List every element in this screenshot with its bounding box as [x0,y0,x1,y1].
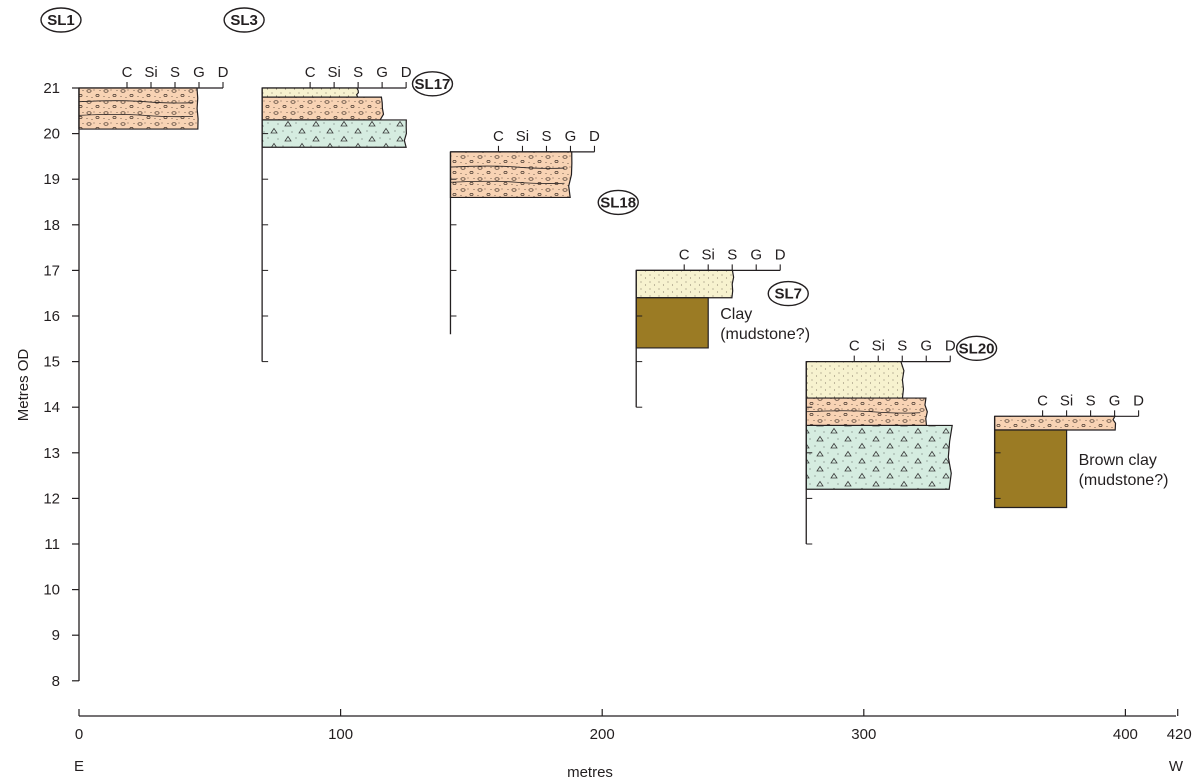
lamination-line [450,180,565,184]
y-axis-title: Metres OD [15,349,32,422]
borehole-note: (mudstone?) [1079,472,1169,489]
borehole-note: (mudstone?) [720,326,810,343]
borehole-label-oval [597,189,639,216]
unit-gravelly-sand [261,96,385,121]
borehole-sl3: SL3 C Si S G D [223,7,412,363]
x-tick-label: 0 [75,726,83,743]
y-tick-label: 8 [52,673,60,690]
borehole-label: SL1 [47,12,75,29]
y-tick-label: 17 [43,262,60,279]
unit-diamicton [261,119,407,148]
borehole-sl7: SL7 C Si S G D [767,280,956,545]
borehole-label: SL7 [774,286,802,303]
grain-scale-label: G [1109,392,1121,409]
unit-gravelly-sand [449,151,573,199]
y-tick-label: 20 [43,126,60,143]
x-axis-west-label: W [1169,758,1184,775]
lamination-line [806,410,921,414]
grain-scale-label: G [750,246,762,263]
grain-scale-label: S [353,64,363,81]
grain-scale-label: S [541,128,551,145]
x-tick-label: 420 [1167,726,1192,743]
borehole-label-oval [40,7,82,33]
x-axis-title: metres [567,764,613,781]
unit-gravelly-sand [994,415,1117,431]
y-tick-label: 15 [43,354,60,371]
y-tick-label: 10 [43,582,60,599]
grain-scale-label: S [170,64,180,81]
unit-diamicton [805,424,953,490]
x-tick-label: 300 [851,726,876,743]
y-tick-label: 9 [52,627,60,644]
borehole-sl17: SL17 C Si S G D [411,71,600,335]
borehole-sl1: SL1 C Si S G D [40,7,229,130]
x-tick-label: 400 [1113,726,1138,743]
lamination-line [450,165,565,169]
grain-scale-label: D [775,246,786,263]
unit-sand [635,269,735,299]
y-tick-label: 19 [43,171,60,188]
borehole-label-oval [767,280,809,307]
unit-clay [635,297,709,349]
borehole-label-oval [223,7,265,33]
unit-sand [805,361,905,399]
unit-sand [261,87,360,98]
grain-scale-label: Si [1060,392,1073,409]
grain-scale-label: D [1133,392,1144,409]
lamination-line [78,100,194,104]
borehole-label: SL17 [415,76,451,93]
unit-clay [994,429,1068,509]
grain-scale-label: Si [702,246,715,263]
y-tick-label: 21 [43,80,60,97]
borehole-sl18: SL18 C Si S G D Clay (mudstone?) [597,189,810,408]
borehole-note: Brown clay [1079,452,1157,469]
y-tick-label: 11 [44,536,60,553]
y-tick-label: 12 [43,490,60,507]
grain-scale-label: Si [327,64,340,81]
grain-scale-label: G [193,64,205,81]
x-tick-label: 200 [590,726,615,743]
grain-scale-label: S [727,246,737,263]
y-tick-label: 13 [43,445,60,462]
y-axis: 8 9 10 11 12 13 14 15 16 17 18 19 20 21 Metres OD [15,80,80,690]
x-axis-ticks: 0 100 200 300 400 420 [75,709,1192,743]
borehole-label: SL3 [230,12,258,29]
y-tick-label: 18 [43,217,60,234]
lamination-line [78,113,194,118]
borehole-label: SL18 [600,194,636,211]
grain-scale-label: Si [872,338,885,355]
grain-scale-label: G [565,128,577,145]
grain-scale-label: S [897,338,907,355]
grain-scale-label: C [122,64,133,81]
grain-scale-label: Si [144,64,157,81]
grain-scale-label: C [1037,392,1048,409]
borehole-label: SL20 [959,340,995,357]
y-tick-label: 14 [43,399,60,416]
y-tick-label: 16 [43,308,60,325]
grain-scale-label: C [679,246,690,263]
y-axis-ticks: 8 9 10 11 12 13 14 15 16 17 18 19 20 21 [43,80,79,690]
x-axis: 0 100 200 300 400 420 metres E W [74,709,1192,781]
borehole-label-oval [955,335,998,362]
grain-scale-label: Si [516,128,529,145]
grain-scale-label: C [849,338,860,355]
borehole-sl20: SL20 C Si S G D Brown clay (mudstone?) [955,335,1169,509]
grain-scale-label: D [945,338,956,355]
grain-scale-label: C [305,64,316,81]
grain-scale-label: G [920,338,932,355]
grain-scale-label: D [589,128,600,145]
x-tick-label: 100 [328,726,353,743]
grain-scale-label: D [401,64,412,81]
x-axis-east-label: E [74,758,84,775]
grain-scale-label: D [218,64,229,81]
borehole-note: Clay [720,306,752,323]
borehole-label-oval [411,71,454,97]
grain-scale-label: G [376,64,388,81]
grain-scale-label: S [1086,392,1096,409]
unit-gravelly-sand [78,87,199,130]
grain-scale-label: C [493,128,504,145]
